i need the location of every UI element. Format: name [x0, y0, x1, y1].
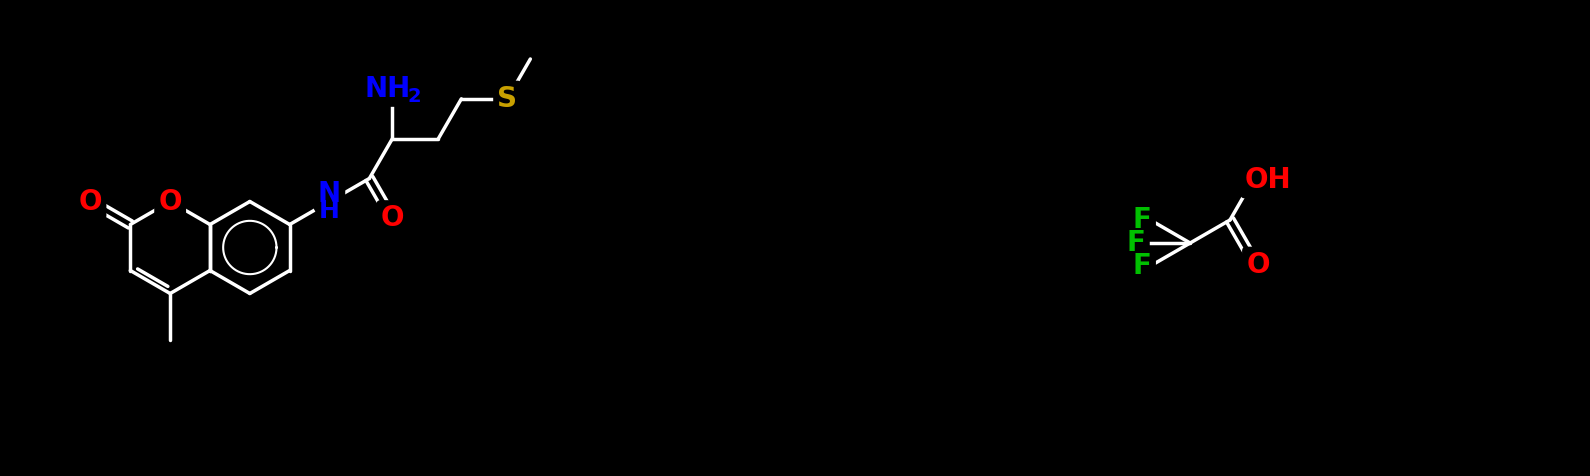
Text: O: O: [380, 204, 404, 232]
Text: N: N: [318, 179, 342, 208]
Text: F: F: [1134, 206, 1151, 234]
Text: F: F: [1127, 229, 1146, 257]
Text: O: O: [159, 188, 181, 216]
Text: N: N: [318, 179, 342, 208]
Text: OH: OH: [1245, 166, 1291, 194]
Text: F: F: [1134, 206, 1151, 234]
Text: F: F: [1134, 252, 1151, 280]
Text: O: O: [159, 188, 181, 216]
Text: O: O: [380, 204, 404, 232]
Text: 2: 2: [407, 87, 421, 106]
Text: NH: NH: [364, 75, 410, 103]
Text: S: S: [498, 85, 517, 113]
Text: O: O: [80, 188, 102, 216]
Text: O: O: [80, 188, 102, 216]
Text: H: H: [320, 199, 340, 224]
Text: F: F: [1127, 229, 1146, 257]
Text: O: O: [1247, 251, 1270, 279]
Text: OH: OH: [1245, 166, 1291, 194]
Text: F: F: [1134, 252, 1151, 280]
Text: NH: NH: [364, 75, 410, 103]
Text: H: H: [320, 199, 340, 224]
Text: O: O: [1247, 251, 1270, 279]
Text: S: S: [498, 85, 517, 113]
